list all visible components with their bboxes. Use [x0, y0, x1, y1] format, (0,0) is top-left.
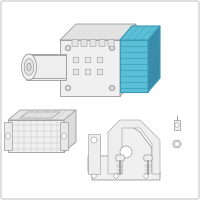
Polygon shape [88, 124, 160, 180]
Ellipse shape [114, 174, 118, 178]
Polygon shape [108, 120, 160, 174]
Polygon shape [64, 110, 76, 152]
Ellipse shape [109, 85, 115, 91]
Ellipse shape [111, 87, 113, 89]
FancyBboxPatch shape [72, 40, 78, 46]
Polygon shape [120, 40, 148, 92]
Polygon shape [60, 122, 68, 150]
Ellipse shape [120, 146, 132, 158]
Ellipse shape [67, 47, 69, 49]
Ellipse shape [62, 133, 66, 139]
Polygon shape [174, 120, 180, 130]
FancyBboxPatch shape [85, 69, 91, 75]
Polygon shape [60, 40, 120, 96]
FancyBboxPatch shape [108, 40, 114, 46]
FancyBboxPatch shape [90, 40, 96, 46]
Polygon shape [8, 110, 76, 120]
Ellipse shape [92, 174, 96, 178]
Ellipse shape [111, 47, 113, 49]
Polygon shape [4, 122, 12, 150]
Ellipse shape [24, 59, 34, 75]
FancyBboxPatch shape [97, 69, 103, 75]
Ellipse shape [67, 87, 69, 89]
Ellipse shape [144, 174, 148, 178]
Ellipse shape [65, 85, 71, 91]
Polygon shape [116, 155, 124, 161]
Ellipse shape [65, 45, 71, 51]
Polygon shape [148, 26, 160, 92]
Polygon shape [26, 54, 66, 80]
Polygon shape [8, 120, 64, 152]
FancyBboxPatch shape [81, 40, 87, 46]
FancyBboxPatch shape [99, 40, 105, 46]
FancyBboxPatch shape [85, 57, 91, 63]
Polygon shape [120, 26, 160, 40]
Polygon shape [60, 24, 136, 40]
FancyBboxPatch shape [73, 57, 79, 63]
FancyBboxPatch shape [97, 57, 103, 63]
Polygon shape [28, 55, 66, 78]
Ellipse shape [27, 63, 31, 71]
Polygon shape [120, 24, 136, 96]
Ellipse shape [6, 133, 10, 139]
Ellipse shape [91, 137, 97, 143]
Ellipse shape [21, 54, 36, 80]
Ellipse shape [175, 142, 179, 146]
Ellipse shape [109, 45, 115, 51]
FancyBboxPatch shape [73, 69, 79, 75]
Ellipse shape [173, 140, 181, 148]
Polygon shape [88, 134, 100, 174]
Polygon shape [20, 112, 60, 118]
Polygon shape [144, 155, 152, 161]
Ellipse shape [175, 123, 179, 127]
